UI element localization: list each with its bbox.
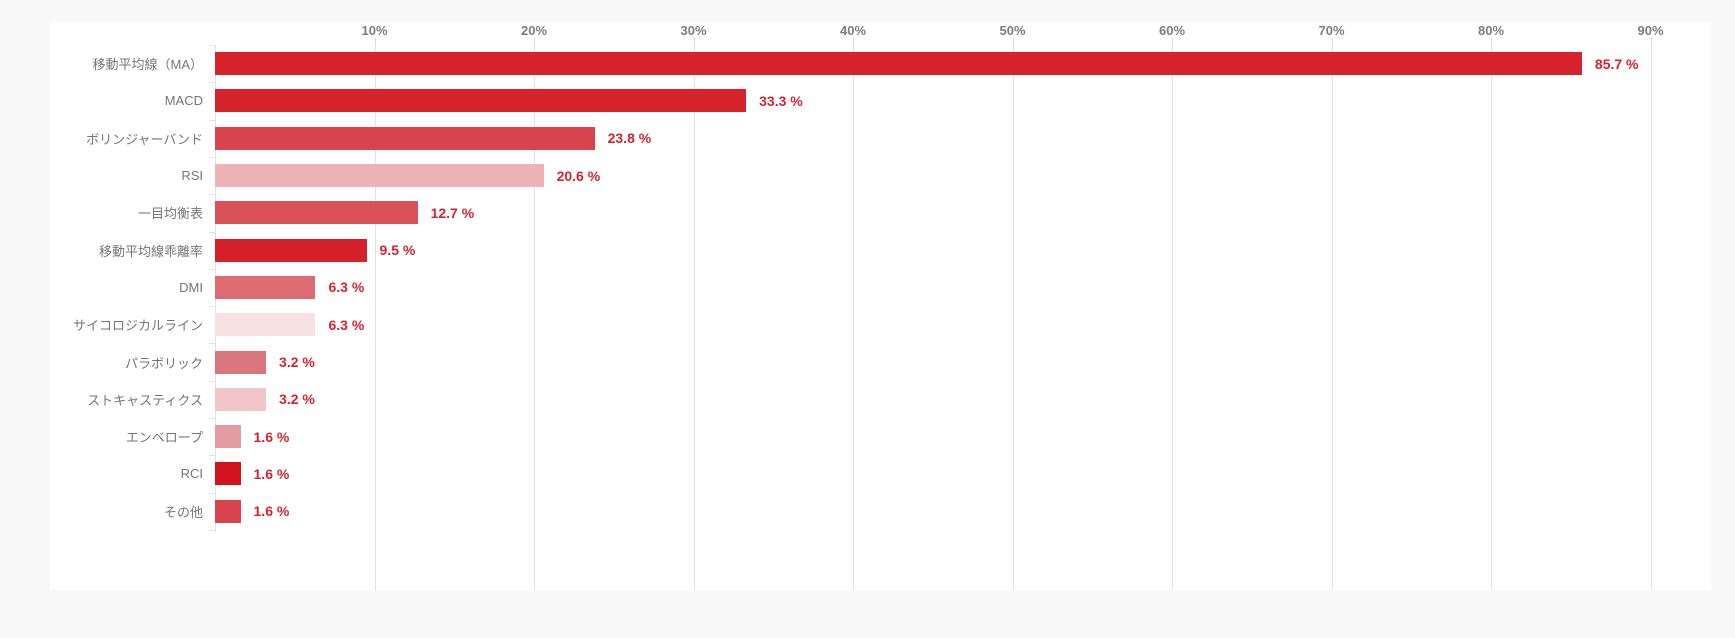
- category-label: 移動平均線乖離率: [98, 243, 203, 259]
- x-tick-mark: [1331, 38, 1333, 45]
- x-tick-mark: [374, 38, 376, 45]
- x-tick-label: 60%: [1158, 23, 1186, 38]
- value-label: 3.2 %: [279, 354, 315, 371]
- bar: [215, 387, 267, 411]
- category-label: サイコロジカルライン: [72, 318, 203, 334]
- x-tick-label: 80%: [1477, 23, 1505, 38]
- x-tick-label: 70%: [1318, 23, 1345, 38]
- bar: [215, 52, 1582, 76]
- bar: [215, 425, 241, 449]
- value-label: 3.2 %: [279, 391, 315, 408]
- chart-panel: 10% 20% 30% 40% 50% 60% 70% 80% 90% 移動平均線（MA） 85.…: [50, 22, 1711, 590]
- bar: [215, 201, 418, 225]
- bar-row: RCI 1.6 %: [50, 455, 1711, 492]
- y-axis-tick: [209, 492, 215, 494]
- y-axis-tick: [209, 45, 215, 46]
- bar: [215, 275, 316, 299]
- value-label: 85.7 %: [1594, 55, 1639, 72]
- category-label: エンベロープ: [125, 430, 203, 446]
- category-label: RSI: [181, 168, 203, 184]
- y-axis-tick: [209, 194, 215, 196]
- x-tick-mark: [534, 38, 535, 45]
- x-tick-label: 40%: [839, 23, 867, 38]
- x-tick-label: 30%: [680, 23, 707, 38]
- x-tick-label: 10%: [361, 23, 388, 38]
- x-tick-mark: [853, 38, 854, 45]
- value-label: 23.8 %: [607, 130, 652, 147]
- y-axis-tick: [209, 119, 215, 121]
- bar-row: 移動平均線（MA） 85.7 %: [50, 45, 1711, 82]
- bar-row: 移動平均線乖離率 9.5 %: [50, 231, 1711, 268]
- x-tick-mark: [1650, 38, 1652, 45]
- bar-row: その他 1.6 %: [50, 493, 1711, 530]
- category-label: MACD: [164, 93, 203, 109]
- gridline: [1491, 45, 1492, 590]
- gridline: [1650, 45, 1652, 590]
- category-label: ボリンジャーバンド: [86, 131, 203, 147]
- bar-row: 一目均衡表 12.7 %: [50, 194, 1711, 231]
- value-label: 6.3 %: [328, 279, 365, 296]
- category-label: DMI: [179, 279, 203, 295]
- bar-chart: 10% 20% 30% 40% 50% 60% 70% 80% 90% 移動平均線（MA） 85.…: [50, 22, 1711, 590]
- gridline: [374, 45, 376, 590]
- bar: [215, 462, 241, 486]
- bar-row: エンベロープ 1.6 %: [50, 418, 1711, 455]
- bar-row: パラボリック 3.2 %: [50, 343, 1711, 380]
- bar: [215, 238, 367, 262]
- value-label: 1.6 %: [253, 503, 290, 520]
- bar-rows: 移動平均線（MA） 85.7 % MACD 33.3 % ボリンジャーバンド 23.8 %…: [50, 45, 1711, 530]
- category-label: 移動平均線（MA）: [92, 57, 203, 73]
- gridline: [693, 45, 695, 590]
- y-axis-tick: [209, 306, 215, 308]
- y-axis-tick: [209, 418, 215, 419]
- category-label: RCI: [180, 466, 203, 482]
- y-axis-tick: [209, 156, 215, 158]
- bar-row: DMI 6.3 %: [50, 269, 1711, 306]
- y-axis-tick: [209, 82, 215, 84]
- gridline: [1012, 45, 1014, 590]
- value-label: 9.5 %: [379, 242, 416, 259]
- x-tick-mark: [1491, 38, 1492, 45]
- y-axis-tick: [209, 380, 215, 382]
- x-tick-label: 50%: [999, 23, 1026, 38]
- category-label: ストキャスティクス: [87, 392, 203, 408]
- bar-row: MACD 33.3 %: [50, 82, 1711, 119]
- bar: [215, 499, 241, 523]
- y-axis-tick: [209, 343, 215, 345]
- x-tick-label: 90%: [1637, 23, 1664, 38]
- y-axis-tick: [209, 268, 215, 270]
- value-label: 20.6 %: [556, 167, 601, 184]
- x-tick-mark: [1012, 38, 1014, 45]
- x-tick-label: 20%: [520, 23, 548, 38]
- value-label: 33.3 %: [759, 92, 803, 109]
- bar: [215, 164, 544, 188]
- bar-row: ストキャスティクス 3.2 %: [50, 381, 1711, 418]
- x-tick-mark: [1172, 38, 1173, 45]
- bar: [215, 89, 747, 113]
- category-label: 一目均衡表: [137, 206, 203, 222]
- bar-row: RSI 20.6 %: [50, 157, 1711, 194]
- value-label: 12.7 %: [430, 204, 475, 221]
- gridline: [853, 45, 854, 590]
- category-label: その他: [163, 504, 203, 520]
- gridline: [534, 45, 535, 590]
- x-tick-mark: [693, 38, 695, 45]
- y-axis-tick: [209, 455, 215, 457]
- bar-row: サイコロジカルライン 6.3 %: [50, 306, 1711, 343]
- gridline: [1331, 45, 1333, 590]
- bar-row: ボリンジャーバンド 23.8 %: [50, 120, 1711, 157]
- value-label: 6.3 %: [328, 316, 365, 333]
- gridline: [1172, 45, 1173, 590]
- y-axis-tick: [209, 529, 215, 531]
- category-label: パラボリック: [124, 355, 203, 371]
- value-label: 1.6 %: [253, 465, 290, 482]
- y-axis-tick: [209, 231, 215, 233]
- bar: [215, 350, 267, 374]
- value-label: 1.6 %: [253, 428, 290, 445]
- bar: [215, 313, 316, 337]
- bar: [215, 126, 595, 150]
